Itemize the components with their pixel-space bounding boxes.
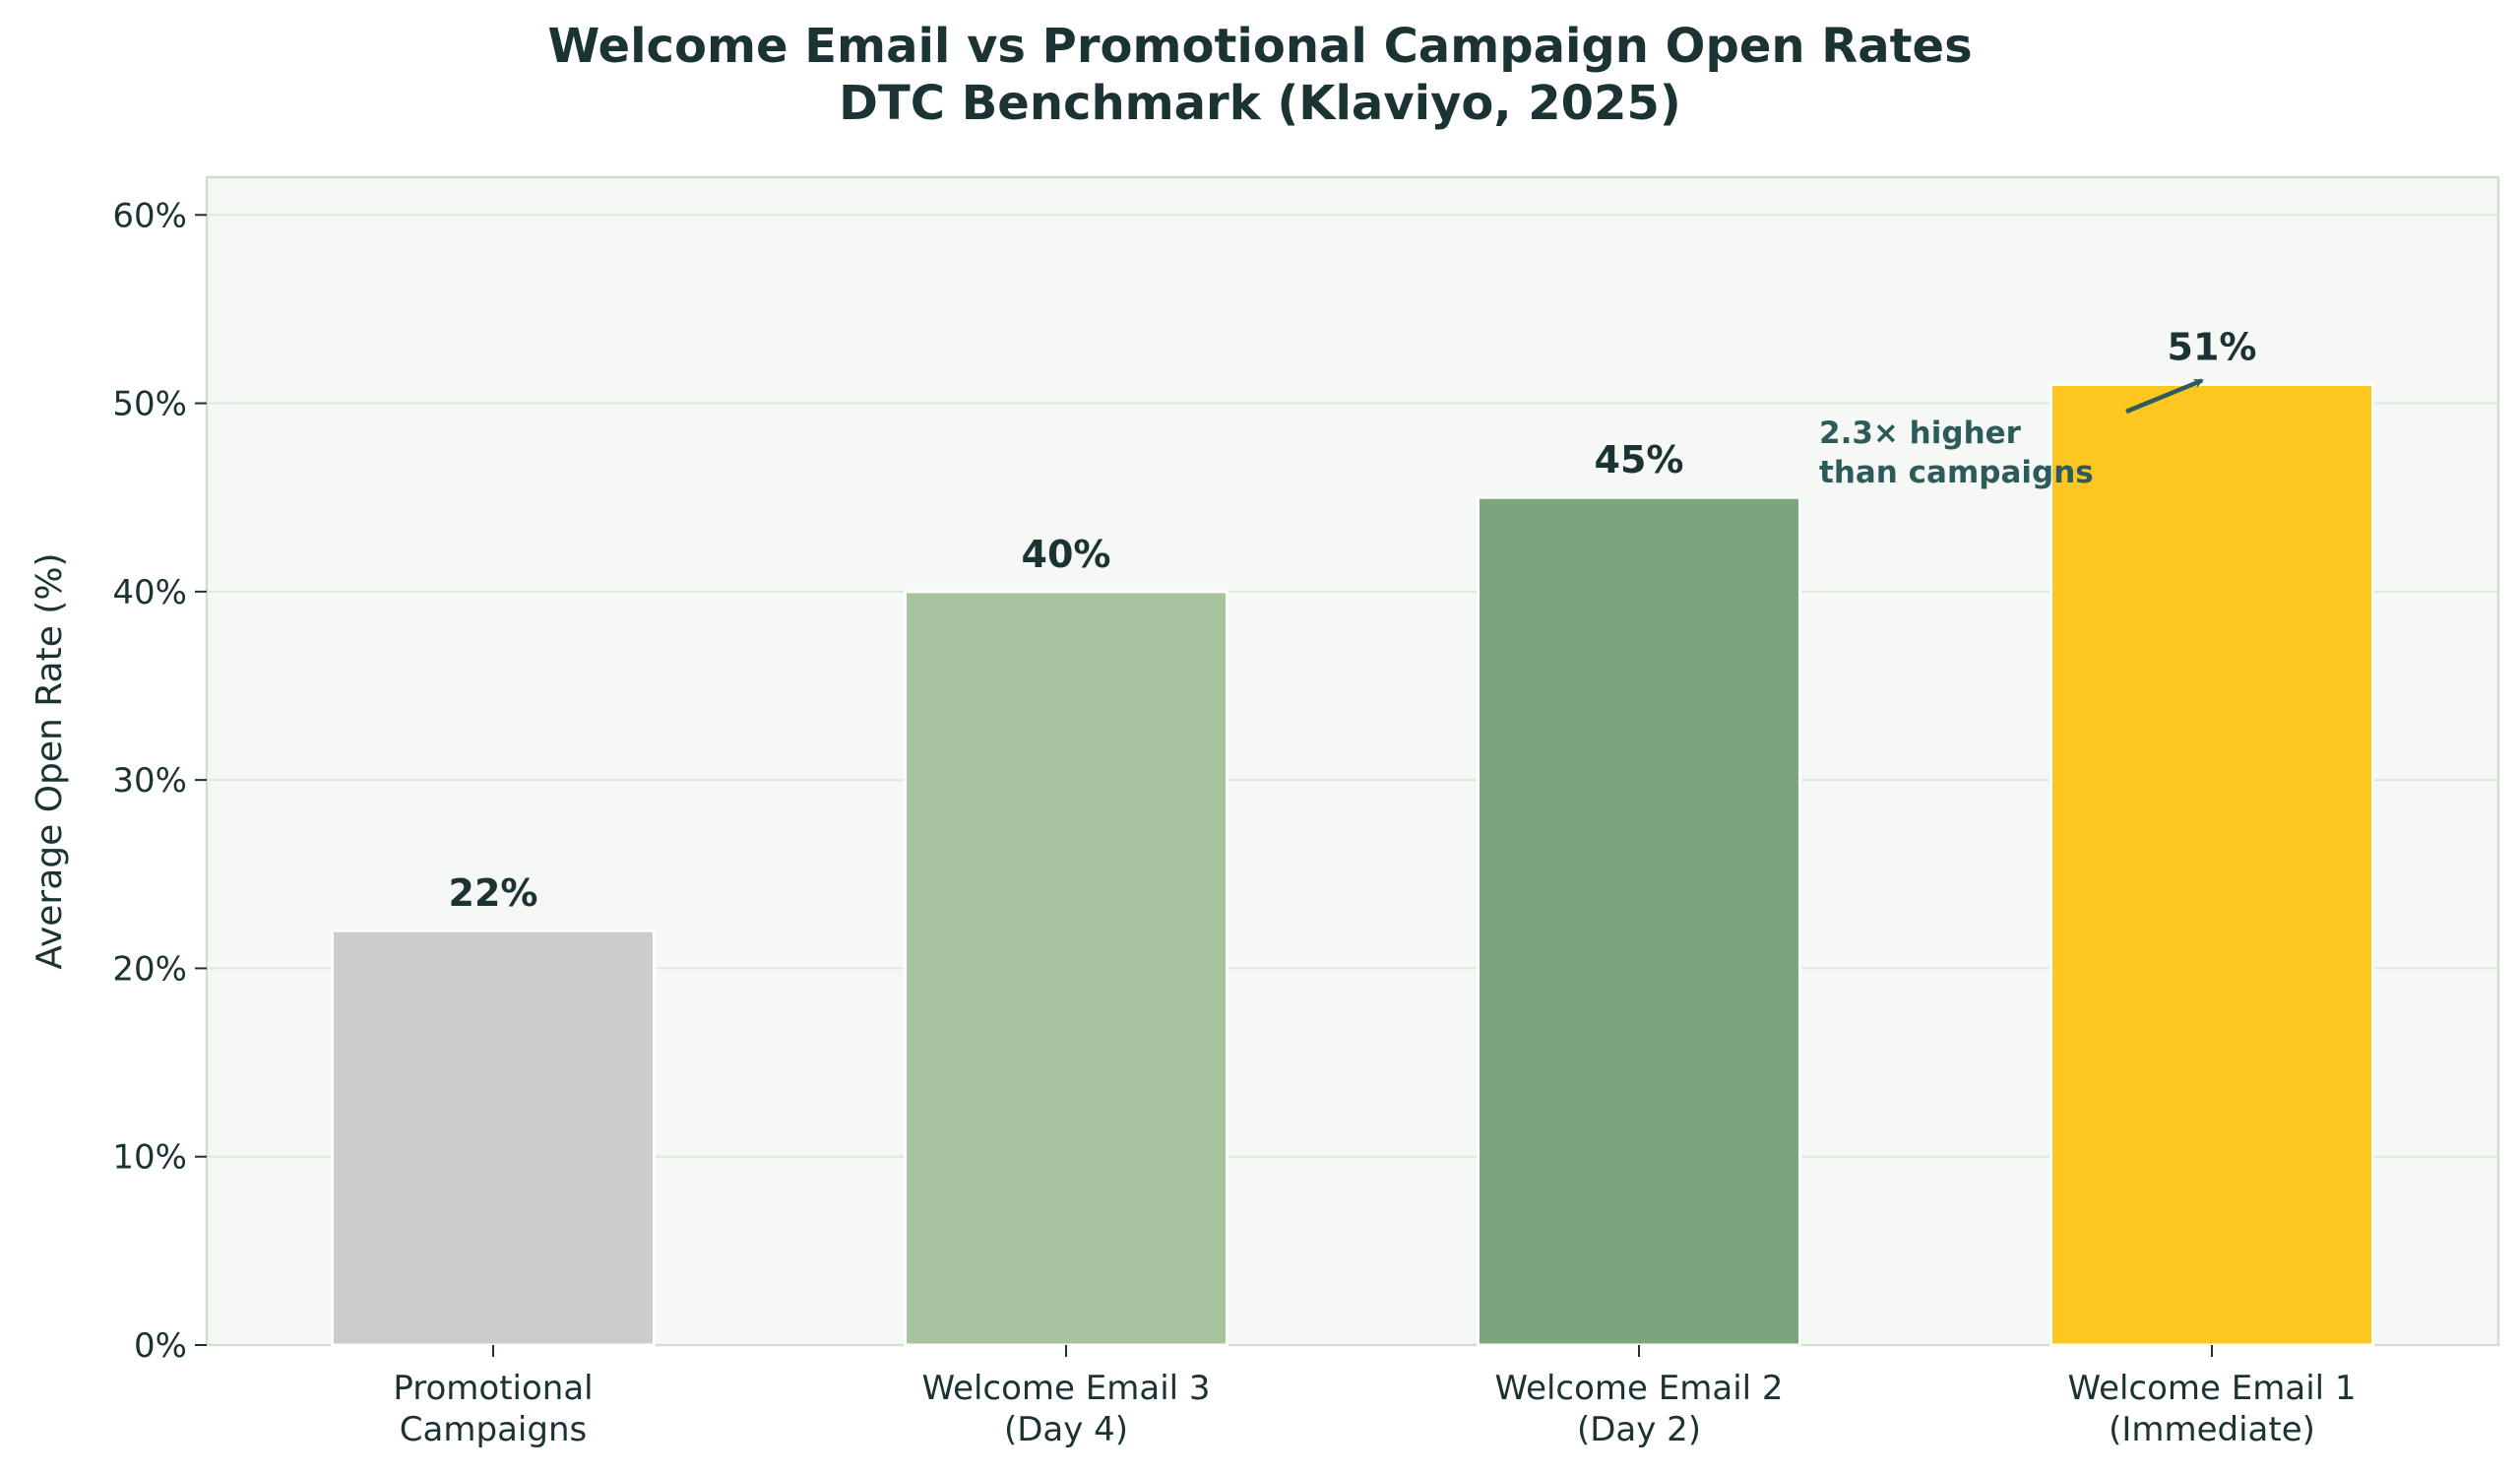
x-tick-label: Promotional bbox=[393, 1369, 593, 1408]
x-tick-label: Campaigns bbox=[400, 1410, 587, 1449]
y-tick-label: 20% bbox=[112, 949, 187, 989]
x-tick-label: Welcome Email 3 bbox=[921, 1369, 1210, 1408]
chart-title-line-1: Welcome Email vs Promotional Campaign Op… bbox=[547, 19, 1973, 74]
y-axis-label: Average Open Rate (%) bbox=[30, 552, 70, 969]
annotation-arrow bbox=[2125, 378, 2204, 415]
bar bbox=[2049, 382, 2374, 1347]
bar-value-label: 40% bbox=[1022, 533, 1111, 576]
x-tick-label: (Immediate) bbox=[2109, 1410, 2315, 1449]
plot-border bbox=[205, 175, 2500, 1347]
bar-value-label: 22% bbox=[449, 871, 538, 915]
x-tick-label: (Day 4) bbox=[1004, 1410, 1128, 1449]
y-tick-label: 0% bbox=[134, 1326, 187, 1366]
x-tick-label: Welcome Email 1 bbox=[2067, 1369, 2356, 1408]
bar bbox=[1477, 495, 1801, 1347]
chart-title-line-2: DTC Benchmark (Klaviyo, 2025) bbox=[839, 76, 1681, 131]
y-tick-label: 30% bbox=[112, 761, 187, 801]
bar bbox=[331, 929, 656, 1347]
y-tick-label: 50% bbox=[112, 385, 187, 424]
chart-title: Welcome Email vs Promotional Campaign Op… bbox=[0, 18, 2520, 132]
bar-value-label: 45% bbox=[1595, 438, 1684, 481]
annotation-text: than campaigns bbox=[1819, 455, 2094, 490]
x-tick-label: Welcome Email 2 bbox=[1494, 1369, 1783, 1408]
y-tick-label: 10% bbox=[112, 1138, 187, 1178]
bar-value-label: 51% bbox=[2168, 325, 2257, 368]
bar bbox=[904, 590, 1228, 1347]
y-tick-label: 60% bbox=[112, 196, 187, 235]
annotation-text: 2.3× higher bbox=[1819, 416, 2022, 451]
y-tick-label: 40% bbox=[112, 573, 187, 612]
x-tick-label: (Day 2) bbox=[1577, 1410, 1701, 1449]
